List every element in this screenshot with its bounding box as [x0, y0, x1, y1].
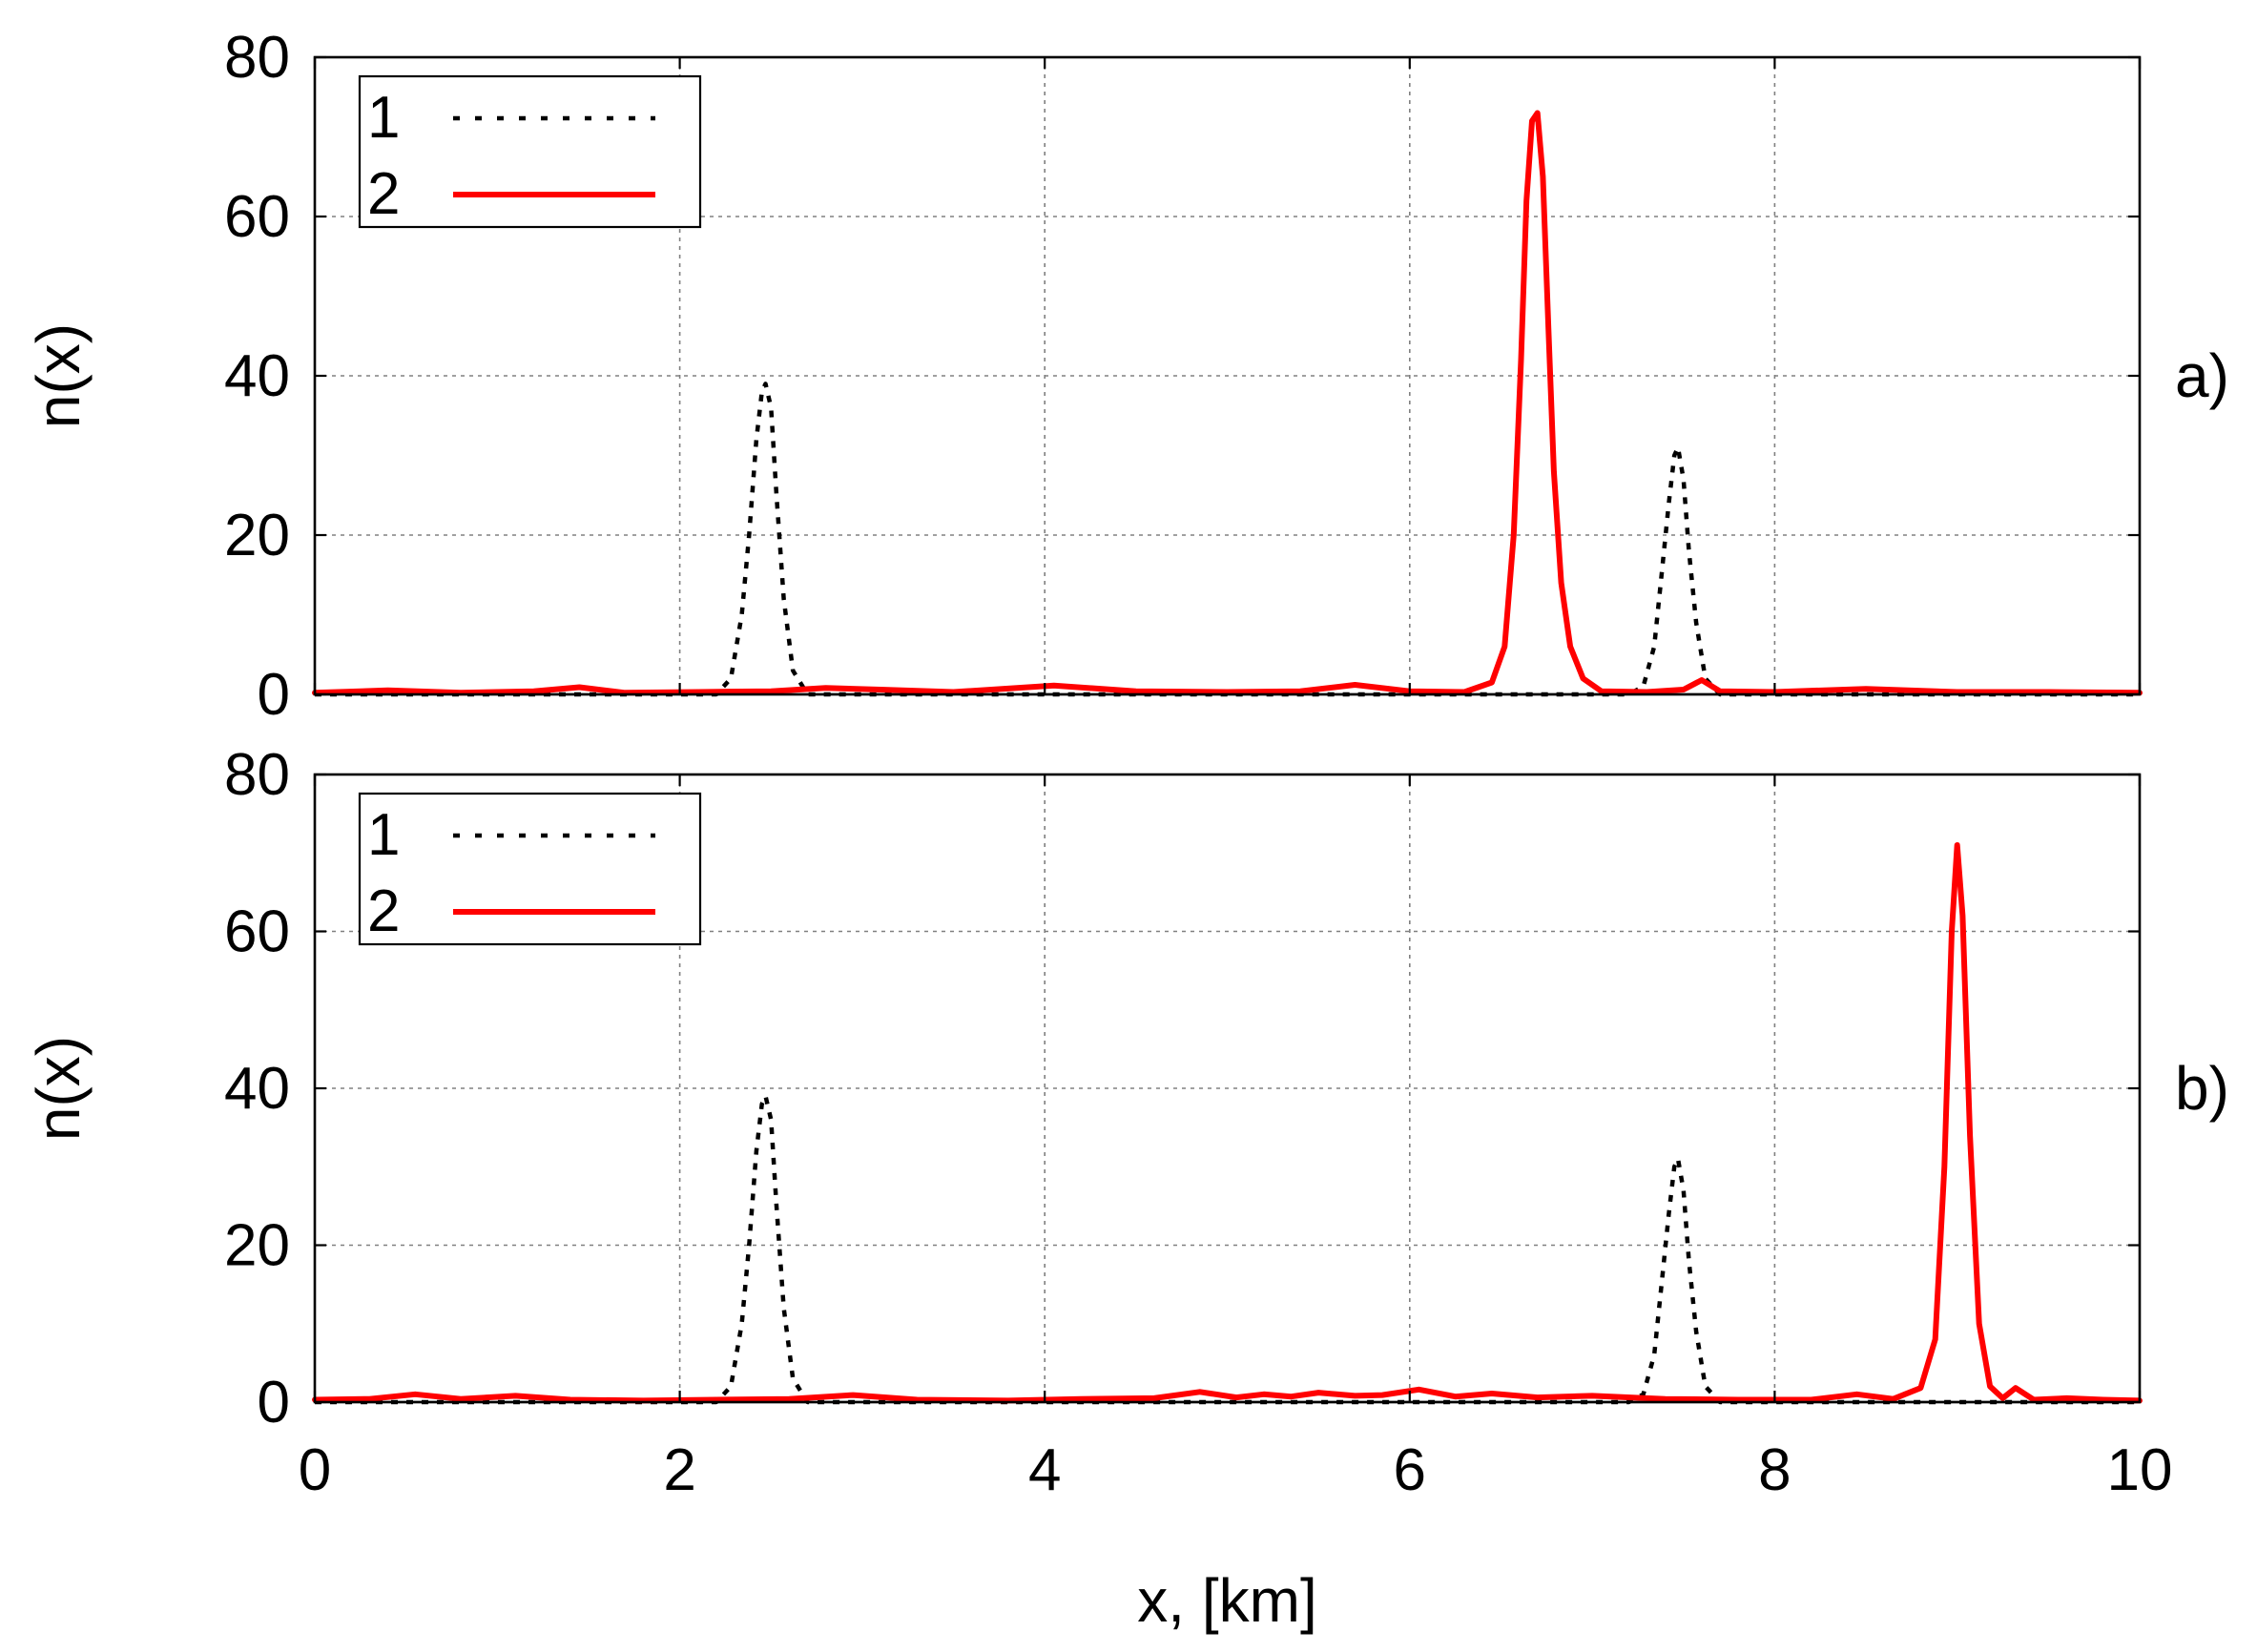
legend-label: 2: [367, 878, 400, 944]
y-tick-label: 80: [224, 25, 290, 91]
y-tick-label: 60: [224, 184, 290, 250]
y-tick-label: 60: [224, 899, 290, 965]
y-tick-label: 80: [224, 742, 290, 808]
y-tick-label: 0: [258, 662, 290, 728]
x-axis-label: x, [km]: [1137, 1566, 1316, 1635]
y-tick-label: 40: [224, 343, 290, 409]
legend-label: 1: [367, 802, 400, 868]
y-axis-label: n(x): [24, 1036, 93, 1141]
legend-box: [358, 792, 702, 946]
chart-panel-b: 0 20 40 60 80 0 2 4 6 8 10 n(x) x, [km] b) 1 2: [24, 742, 2229, 1635]
y-tick-label: 40: [224, 1056, 290, 1122]
y-tick-label: 0: [258, 1370, 290, 1435]
x-tick-label: 4: [1028, 1437, 1061, 1503]
x-tick-label: 6: [1394, 1437, 1426, 1503]
legend-label: 2: [367, 161, 400, 227]
series-line-2: [312, 110, 2143, 696]
panel-label: b): [2175, 1054, 2229, 1123]
x-tick-label: 8: [1758, 1437, 1791, 1503]
legend-label: 1: [367, 85, 400, 151]
series-line-1: [315, 382, 2140, 697]
y-tick-label: 20: [224, 503, 290, 568]
x-tick-label: 2: [663, 1437, 695, 1503]
series-line-1: [315, 1093, 2140, 1405]
legend-box: [358, 74, 702, 229]
x-tick-label: 0: [299, 1437, 331, 1503]
panel-label: a): [2175, 341, 2229, 410]
chart-panel-a: 0 20 40 60 80 n(x) a) 1 2: [24, 25, 2229, 728]
y-axis-label: n(x): [24, 323, 93, 428]
y-tick-label: 20: [224, 1213, 290, 1279]
series-line-2: [312, 842, 2143, 1404]
x-tick-label: 10: [2107, 1437, 2173, 1503]
